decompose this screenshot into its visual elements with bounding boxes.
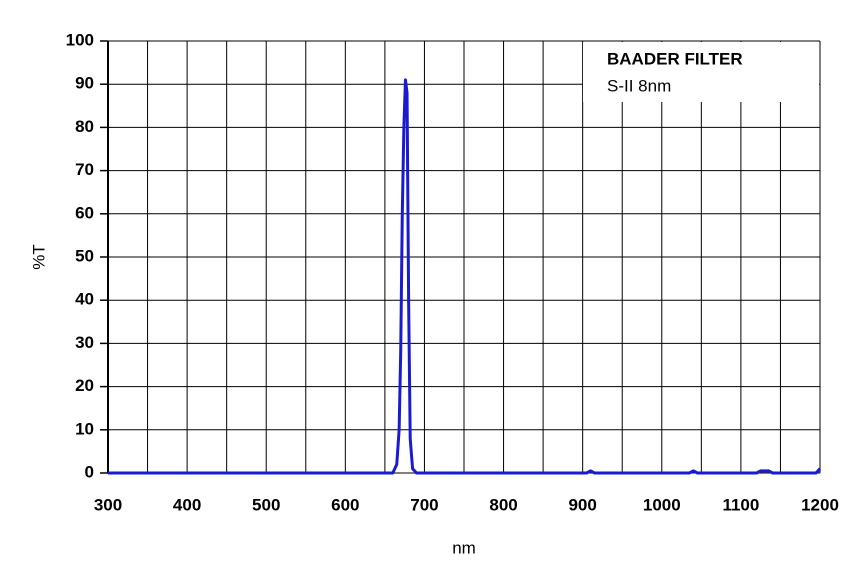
y-tick-label: 50 [75,246,94,265]
x-tick-label: 1100 [722,495,759,514]
x-tick-label: 800 [489,495,517,514]
x-tick-label: 400 [173,495,201,514]
x-tick-label: 700 [410,495,438,514]
x-tick-label: 300 [94,495,122,514]
y-tick-label: 60 [75,203,94,222]
x-axis-label: nm [452,538,476,557]
x-tick-label: 1000 [643,495,681,514]
x-tick-label: 600 [331,495,359,514]
y-tick-label: 0 [85,462,94,481]
y-axis-label: %T [29,244,48,270]
y-tick-label: 80 [75,117,94,136]
y-tick-label: 10 [75,419,94,438]
y-tick-label: 100 [66,30,94,49]
series-line [108,78,822,475]
x-tick-label: 1200 [801,495,839,514]
y-tick-label: 70 [75,160,94,179]
y-tick-label: 20 [75,376,94,395]
y-tick-label: 90 [75,74,94,93]
legend-entry: S-II 8nm [607,76,671,95]
y-tick-label: 30 [75,333,94,352]
x-tick-label: 900 [568,495,596,514]
y-tick-label: 40 [75,290,94,309]
legend-box [583,42,819,102]
x-tick-label: 500 [252,495,280,514]
legend-title: BAADER FILTER [607,49,743,68]
